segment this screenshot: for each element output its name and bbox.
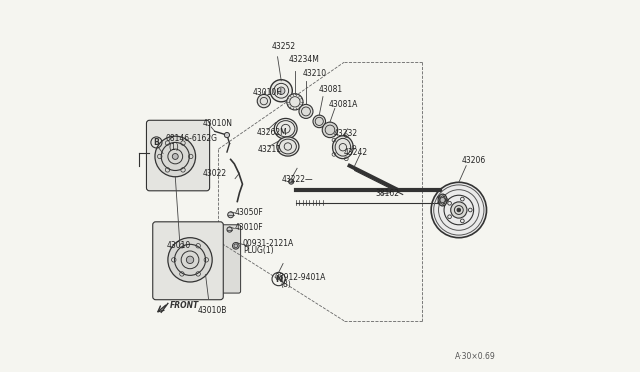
Circle shape [431,182,486,238]
Circle shape [457,208,461,212]
Text: 43206: 43206 [462,156,486,166]
Text: 43081: 43081 [318,85,342,94]
Ellipse shape [438,194,447,206]
Text: N: N [275,275,282,283]
Circle shape [172,154,178,160]
Text: 08912-9401A: 08912-9401A [275,273,326,282]
Text: 43232: 43232 [334,129,358,138]
Text: PLUG(1): PLUG(1) [244,246,274,255]
Circle shape [257,94,271,108]
Circle shape [451,202,467,218]
Text: (1): (1) [168,143,179,152]
Circle shape [155,136,196,177]
Ellipse shape [333,136,353,159]
Text: 43234M: 43234M [289,55,319,64]
Circle shape [232,243,239,249]
Text: A·30×0.69: A·30×0.69 [454,352,495,361]
Text: 43210: 43210 [303,69,327,78]
Text: 43252: 43252 [271,42,296,51]
Text: 43010F: 43010F [234,223,263,232]
Text: 43010B: 43010B [197,306,227,315]
Text: 00931-2121A: 00931-2121A [243,239,294,248]
Circle shape [322,122,338,138]
Ellipse shape [277,137,299,156]
Text: 43022: 43022 [202,169,227,177]
Circle shape [186,256,194,263]
Ellipse shape [274,118,297,139]
Circle shape [228,212,234,218]
Circle shape [289,179,294,184]
Circle shape [225,132,230,138]
Circle shape [287,94,303,110]
Text: 43242: 43242 [344,148,368,157]
Text: (8): (8) [280,280,291,289]
FancyBboxPatch shape [198,225,241,293]
Circle shape [227,227,232,232]
FancyBboxPatch shape [147,120,210,191]
Circle shape [440,198,445,203]
Text: 43222—: 43222— [282,175,313,184]
Text: FRONT: FRONT [170,301,198,311]
Text: 08146-6162G: 08146-6162G [166,134,218,143]
Text: 43010N: 43010N [203,119,233,128]
Circle shape [270,80,292,102]
Circle shape [168,238,212,282]
Text: 43211: 43211 [258,145,282,154]
Circle shape [278,87,285,94]
Text: 43050F: 43050F [234,208,263,217]
Circle shape [299,105,313,118]
Circle shape [313,115,326,128]
Text: 43262M: 43262M [257,128,287,137]
Text: 43010H: 43010H [253,89,283,97]
Text: B: B [154,138,159,147]
Text: 43081A: 43081A [328,100,358,109]
Text: 43010: 43010 [167,241,191,250]
FancyBboxPatch shape [153,222,223,300]
Text: 38162: 38162 [376,189,399,198]
